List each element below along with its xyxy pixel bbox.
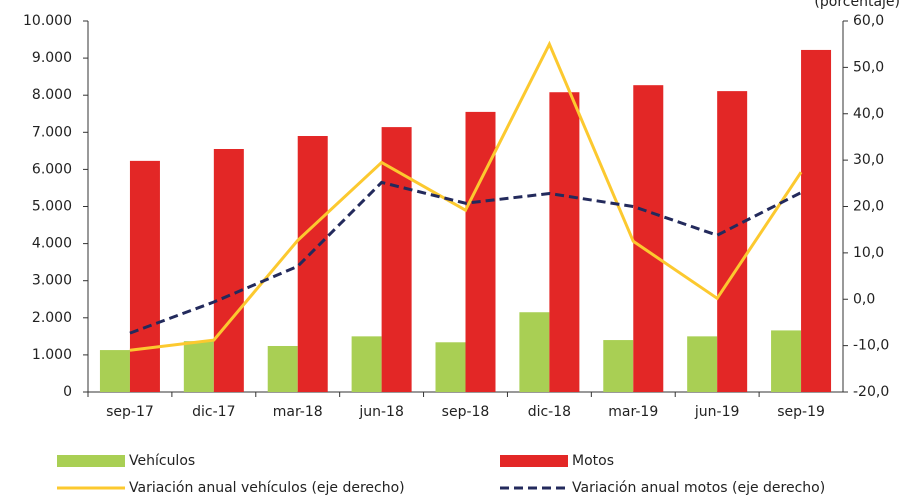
y2-tick-label: 50,0 bbox=[853, 59, 884, 75]
bar bbox=[351, 336, 382, 392]
x-tick-label: mar-19 bbox=[608, 404, 658, 420]
x-tick-label: dic-18 bbox=[528, 404, 571, 420]
y-tick-label: 2.000 bbox=[32, 310, 72, 326]
bar bbox=[771, 330, 802, 392]
bar bbox=[267, 345, 298, 392]
legend-label: Vehículos bbox=[129, 453, 195, 469]
y-tick-label: 4.000 bbox=[32, 236, 72, 252]
bar bbox=[687, 336, 718, 392]
x-tick-label: mar-18 bbox=[273, 404, 323, 420]
subtitle: (porcentaje) bbox=[814, 0, 900, 10]
y2-tick-label: -20,0 bbox=[853, 384, 889, 400]
bar bbox=[717, 91, 748, 392]
y-tick-label: 10.000 bbox=[23, 13, 72, 29]
bar bbox=[435, 342, 466, 392]
line bbox=[129, 180, 802, 335]
y2-tick-label: 40,0 bbox=[853, 106, 884, 122]
y-tick-label: 0 bbox=[63, 384, 72, 400]
y-tick-label: 1.000 bbox=[32, 347, 72, 363]
bar bbox=[549, 92, 580, 393]
legend-label: Motos bbox=[572, 453, 614, 469]
bar bbox=[633, 85, 664, 393]
bar bbox=[519, 312, 550, 392]
bar bbox=[213, 148, 244, 392]
line bbox=[129, 40, 803, 352]
legend-swatch bbox=[57, 455, 125, 467]
y2-tick-label: 60,0 bbox=[853, 13, 884, 29]
y-tick-label: 9.000 bbox=[32, 50, 72, 66]
y-tick-label: 5.000 bbox=[32, 199, 72, 215]
bar bbox=[603, 340, 634, 392]
y-tick-label: 3.000 bbox=[32, 273, 72, 289]
x-tick-label: jun-19 bbox=[694, 404, 740, 420]
y2-tick-label: 10,0 bbox=[853, 245, 884, 261]
x-tick-label: jun-18 bbox=[358, 404, 404, 420]
legend-label: Variación anual motos (eje derecho) bbox=[572, 480, 825, 496]
legend-swatch bbox=[500, 455, 568, 467]
y-tick-label: 6.000 bbox=[32, 161, 72, 177]
y2-tick-label: 30,0 bbox=[853, 152, 884, 168]
legend-label: Variación anual vehículos (eje derecho) bbox=[129, 480, 405, 496]
bar bbox=[381, 127, 412, 392]
bar bbox=[465, 111, 496, 393]
x-tick-label: sep-17 bbox=[106, 404, 154, 420]
x-tick-label: sep-19 bbox=[777, 404, 825, 420]
bar bbox=[99, 350, 130, 392]
bar bbox=[183, 341, 214, 392]
y-tick-label: 8.000 bbox=[32, 87, 72, 103]
x-tick-label: dic-17 bbox=[192, 404, 235, 420]
y2-tick-label: 20,0 bbox=[853, 199, 884, 215]
y2-tick-label: 0,0 bbox=[853, 291, 875, 307]
bar bbox=[801, 49, 832, 393]
bar bbox=[129, 160, 160, 392]
bar bbox=[297, 136, 328, 392]
y-tick-label: 7.000 bbox=[32, 124, 72, 140]
y2-tick-label: -10,0 bbox=[853, 338, 889, 354]
x-tick-label: sep-18 bbox=[442, 404, 490, 420]
